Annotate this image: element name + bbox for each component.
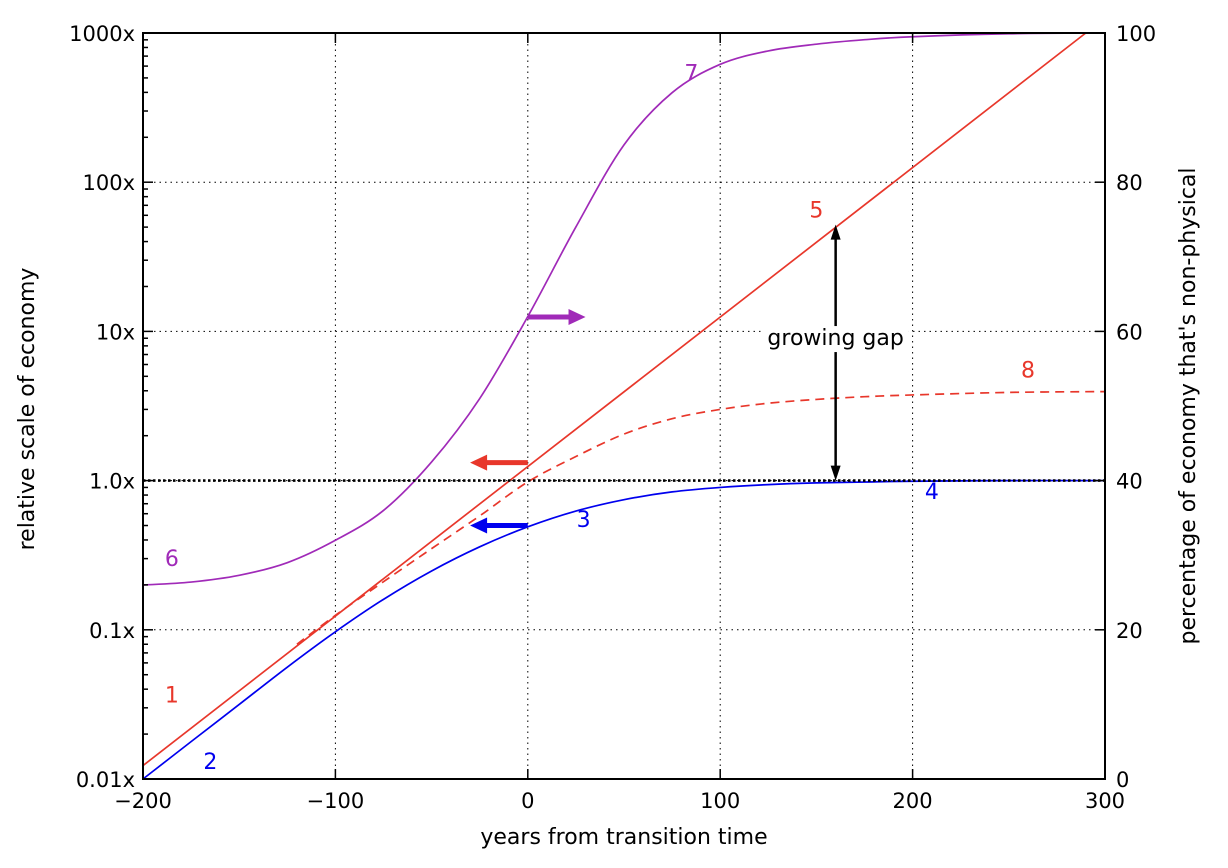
x-tick-label: −100 <box>307 789 365 813</box>
y-right-tick-label: 0 <box>1116 768 1129 792</box>
y-right-tick-label: 60 <box>1116 320 1143 344</box>
x-tick-label: −200 <box>114 789 172 813</box>
series-line-1 <box>142 32 1087 767</box>
curve-label: 6 <box>165 547 179 572</box>
y-left-tick-label: 10x <box>96 320 135 344</box>
y-left-axis-title: relative scale of economy <box>15 268 40 551</box>
curve-label: 2 <box>203 750 217 775</box>
plot-frame <box>142 32 1106 780</box>
chart-series <box>142 32 1106 780</box>
x-tick-label: 0 <box>521 789 534 813</box>
axis-tick-labels: −200 −100 0 100 200 3000.01x0.1x1.0x10x100x10… <box>69 22 1156 813</box>
y-right-tick-label: 100 <box>1116 22 1156 46</box>
y-left-tick-label: 0.1x <box>89 619 135 643</box>
curve-label: 1 <box>165 684 179 709</box>
growing-gap-arrow-head-bottom <box>830 465 841 481</box>
growing-gap-label-bg <box>762 326 909 353</box>
y-left-tick-label: 1.0x <box>89 470 135 494</box>
x-tick-label: 200 <box>893 789 933 813</box>
x-tick-label: 300 <box>1085 789 1125 813</box>
x-axis-title: years from transition time <box>480 825 767 850</box>
chart-arrows <box>470 224 841 534</box>
axis-pointer-arrow-head <box>568 308 586 325</box>
y-right-tick-label: 80 <box>1116 171 1143 195</box>
curve-label: 8 <box>1021 359 1035 384</box>
series-line-3 <box>296 390 1106 645</box>
axis-pointer-arrow-head <box>470 517 488 534</box>
y-left-tick-label: 0.01x <box>76 768 135 792</box>
curve-label: 4 <box>925 480 939 505</box>
chart-annotations: 1 2 3 4 5 6 7 8 growing gap <box>165 62 1035 775</box>
growing-gap-label: growing gap <box>767 326 903 351</box>
curve-label: 5 <box>809 198 823 223</box>
y-left-tick-label: 1000x <box>69 22 135 46</box>
y-right-tick-label: 20 <box>1116 619 1143 643</box>
y-right-axis-title: percentage of economy that's non-physica… <box>1176 167 1201 644</box>
axis-ticks <box>142 32 1106 780</box>
y-right-tick-label: 40 <box>1116 470 1143 494</box>
curve-label: 7 <box>684 62 698 87</box>
series-line-4 <box>142 32 1106 586</box>
growing-gap-arrow-head-top <box>830 224 841 240</box>
curve-label: 3 <box>577 508 591 533</box>
axis-pointer-arrow-head <box>470 454 488 471</box>
y-left-tick-label: 100x <box>82 171 135 195</box>
series-line-2 <box>142 479 1106 780</box>
x-tick-label: 100 <box>700 789 740 813</box>
